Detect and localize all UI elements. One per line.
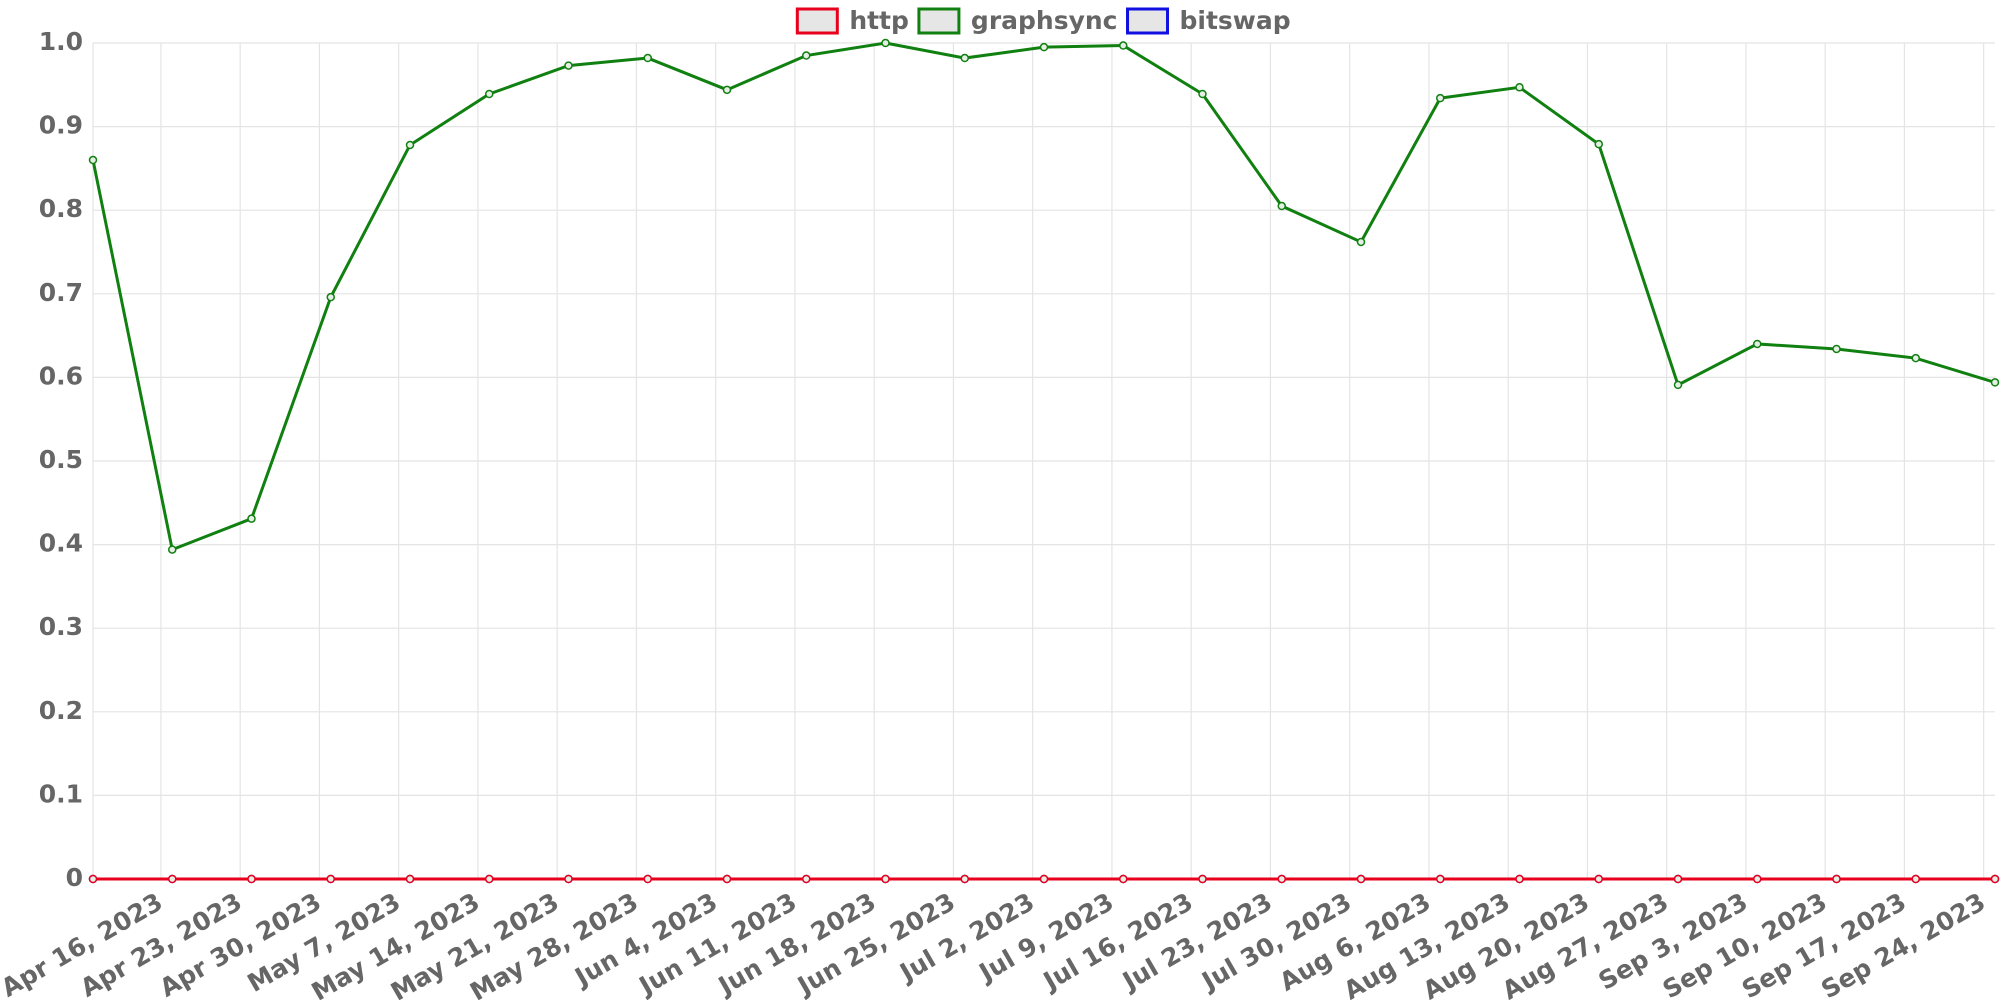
data-point (1832, 344, 1841, 354)
data-point (1039, 42, 1049, 52)
data-point (564, 61, 573, 70)
y-tick-label: 0.6 (39, 361, 83, 390)
data-point (1198, 89, 1207, 99)
data-point (1119, 41, 1128, 50)
y-tick-label: 1.0 (39, 27, 83, 56)
data-point (1119, 874, 1128, 884)
data-point (405, 874, 415, 884)
y-tick-label: 0.9 (39, 111, 83, 140)
data-point (722, 874, 732, 884)
data-point (88, 155, 98, 165)
legend-swatch (917, 7, 961, 35)
data-point (1594, 874, 1603, 884)
data-point (247, 514, 256, 523)
data-point (326, 874, 335, 884)
legend: http graphsync bitswap (795, 6, 1291, 35)
data-point (1356, 874, 1366, 884)
data-point (1753, 874, 1762, 884)
y-tick-label: 0.8 (39, 194, 83, 223)
data-point (1832, 874, 1841, 884)
data-point (326, 292, 335, 302)
data-point (168, 874, 177, 884)
data-point (960, 874, 969, 884)
data-point (1594, 139, 1603, 149)
data-point (643, 53, 652, 63)
data-point (1356, 237, 1366, 247)
data-point (1277, 874, 1286, 884)
y-tick-label: 0.1 (39, 779, 83, 808)
data-point (485, 89, 494, 99)
data-point (643, 874, 652, 884)
y-tick-label: 0 (66, 863, 83, 892)
y-tick-label: 0.5 (39, 445, 83, 474)
y-tick-label: 0.4 (39, 529, 83, 558)
data-point (168, 545, 177, 554)
data-point (1990, 874, 2000, 884)
data-point (1039, 874, 1049, 884)
series-line (91, 41, 1996, 552)
data-point (881, 38, 890, 48)
data-point (405, 140, 415, 150)
data-point (1515, 83, 1524, 92)
data-point (722, 85, 732, 95)
y-tick-label: 0.2 (39, 696, 83, 725)
data-point (1673, 380, 1683, 390)
data-point (1673, 874, 1683, 884)
data-point (1753, 339, 1762, 349)
legend-label: bitswap (1180, 6, 1291, 35)
data-point (1990, 378, 2000, 387)
data-point (1436, 874, 1445, 884)
data-point (88, 874, 98, 884)
data-point (802, 51, 811, 60)
data-point (960, 53, 969, 63)
data-point (1277, 201, 1286, 211)
data-point (1198, 874, 1207, 884)
data-point (881, 874, 890, 884)
data-point (564, 874, 573, 884)
data-point (802, 874, 811, 884)
legend-swatch (795, 7, 839, 35)
y-tick-label: 0.3 (39, 612, 83, 641)
data-point (1436, 93, 1445, 103)
data-point (485, 874, 494, 884)
legend-label: graphsync (971, 6, 1118, 35)
legend-label: http (849, 6, 909, 35)
legend-swatch (1126, 7, 1170, 35)
data-point (1911, 874, 1920, 884)
data-point (1515, 874, 1524, 884)
y-tick-label: 0.7 (39, 278, 83, 307)
data-point (247, 874, 256, 884)
data-point (1911, 353, 1920, 363)
